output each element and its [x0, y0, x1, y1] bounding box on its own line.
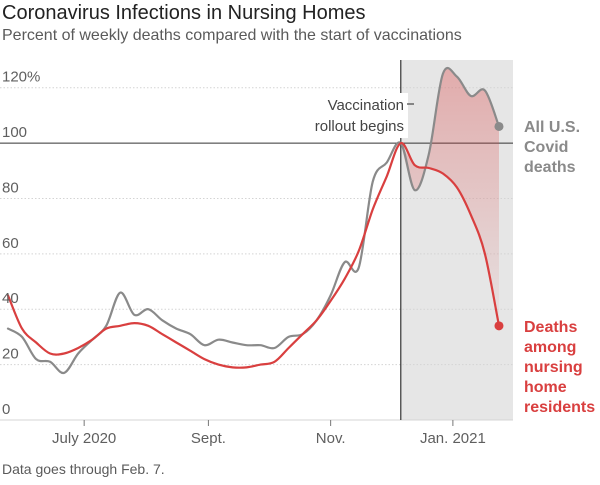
y-tick-label: 40	[2, 290, 19, 307]
series-end-label: nursing	[524, 359, 583, 376]
y-tick-label: 80	[2, 179, 19, 196]
chart-title: Coronavirus Infections in Nursing Homes	[2, 2, 366, 24]
series-line	[6, 142, 501, 369]
series-end-dot	[494, 321, 504, 331]
series-end-labels: All U.S. Covid deaths Deaths among nursing hom…	[494, 119, 595, 416]
series-end-label: home	[524, 379, 567, 396]
vaccination-annotation: Vaccination rollout begins	[300, 93, 414, 138]
y-axis-tick-labels: 0 20 40 60 80 100 120%	[2, 69, 40, 418]
y-tick-label: 20	[2, 346, 19, 363]
x-tick-label: Sept.	[191, 430, 226, 447]
footnote: Data goes through Feb. 7.	[2, 461, 165, 477]
gap-fill-area	[400, 67, 499, 326]
series-end-label: among	[524, 339, 576, 356]
series-lines	[6, 66, 501, 375]
chart-subtitle: Percent of weekly deaths compared with t…	[2, 27, 462, 44]
annotation-background	[300, 93, 408, 138]
y-tick-label: 60	[2, 235, 19, 252]
series-end-label: residents	[524, 399, 595, 416]
y-tick-label: 0	[2, 401, 10, 418]
gridlines	[0, 87, 513, 421]
annotation-text: Vaccination	[328, 97, 404, 114]
x-tick-label: Nov.	[316, 430, 346, 447]
y-tick-label: 100	[2, 124, 27, 141]
series-end-label: Deaths	[524, 319, 577, 336]
x-tick-label: July 2020	[52, 430, 116, 447]
annotation-text: rollout begins	[315, 118, 404, 135]
x-tick-label: Jan. 2021	[420, 430, 486, 447]
series-end-dot	[494, 121, 504, 131]
series-end-label: All U.S.	[524, 119, 580, 136]
x-axis: July 2020 Sept. Nov. Jan. 2021	[52, 420, 486, 447]
y-tick-label: 120%	[2, 69, 40, 86]
series-end-label: Covid	[524, 139, 568, 156]
series-end-label: deaths	[524, 159, 576, 176]
